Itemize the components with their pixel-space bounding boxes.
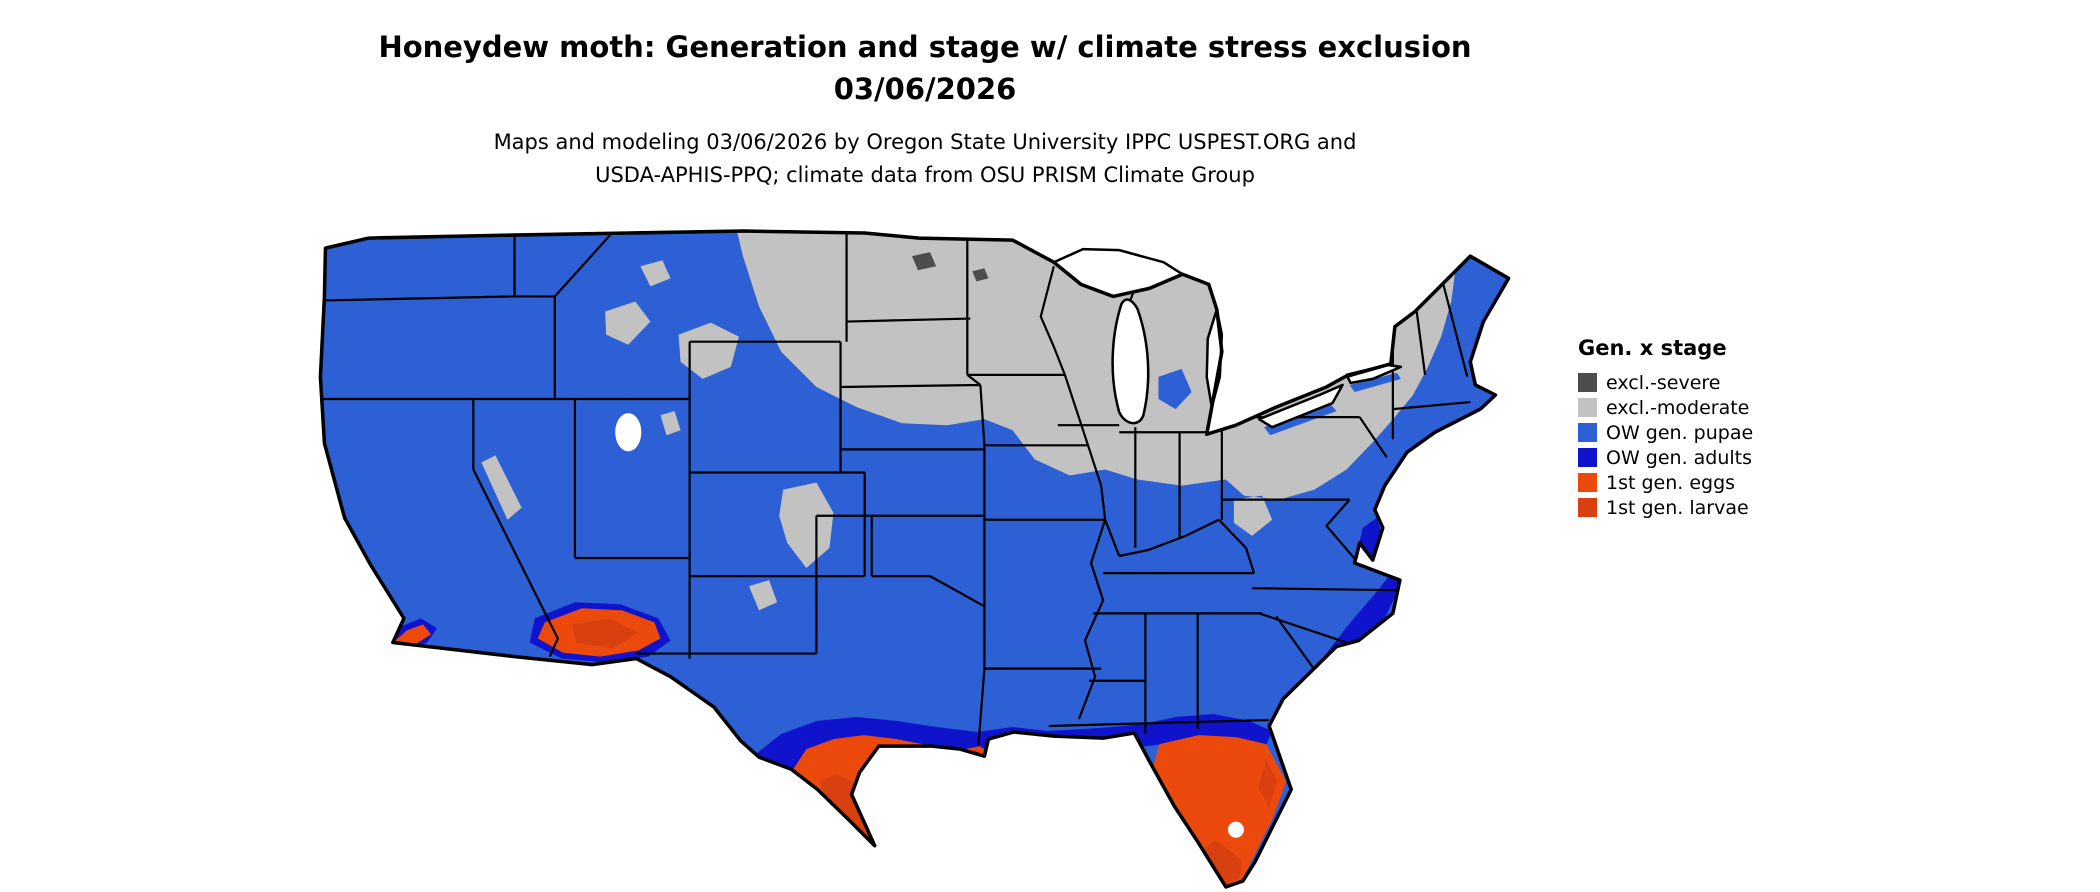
legend-label-excl-moderate: excl.-moderate [1606,396,1750,419]
legend-item-ow-gen-adults: OW gen. adults [1578,445,1753,470]
legend-swatch-excl-moderate [1578,398,1597,417]
legend-label-ow-gen-pupae: OW gen. pupae [1606,421,1754,444]
us-map [308,226,1526,890]
legend-swatch-ow-gen-pupae [1578,423,1597,442]
legend-item-excl-severe: excl.-severe [1578,370,1753,395]
legend-item-ow-gen-pupae: OW gen. pupae [1578,420,1753,445]
credit-line-1: Maps and modeling 03/06/2026 by Oregon S… [493,130,1357,155]
legend-swatch-1st-gen-larvae [1578,498,1597,517]
legend-label-1st-gen-larvae: 1st gen. larvae [1606,496,1749,519]
legend-item-excl-moderate: excl.-moderate [1578,395,1753,420]
legend-item-1st-gen-eggs: 1st gen. eggs [1578,470,1753,495]
page-title: Honeydew moth: Generation and stage w/ c… [378,30,1472,64]
us-map-svg [318,229,1511,889]
legend-label-1st-gen-eggs: 1st gen. eggs [1606,471,1736,494]
legend-item-1st-gen-larvae: 1st gen. larvae [1578,495,1753,520]
great-salt-lake [615,413,642,452]
header: Honeydew moth: Generation and stage w/ c… [0,26,1850,191]
lake-erie [1257,383,1344,429]
legend-swatch-1st-gen-eggs [1578,473,1597,492]
credits: Maps and modeling 03/06/2026 by Oregon S… [0,126,1850,191]
region-excl-moderate [481,231,1458,611]
us-outline [318,229,1511,889]
state-borders [320,233,1471,747]
legend-label-ow-gen-adults: OW gen. adults [1606,446,1753,469]
page-title-date: 03/06/2026 [833,72,1017,107]
legend-swatch-excl-severe [1578,373,1597,392]
credit-line-2: USDA-APHIS-PPQ; climate data from OSU PR… [595,162,1255,187]
lake-okeechobee [1227,821,1244,838]
legend-title: Gen. x stage [1578,336,1727,360]
legend: Gen. x stage excl.-severe excl.-moderate… [1578,336,1753,520]
region-excl-severe [911,252,989,282]
region-1st-gen-eggs [390,608,1287,886]
lake-michigan [1111,298,1150,425]
great-lakes [1052,247,1403,429]
legend-label-excl-severe: excl.-severe [1606,371,1721,394]
legend-swatch-ow-gen-adults [1578,448,1597,467]
